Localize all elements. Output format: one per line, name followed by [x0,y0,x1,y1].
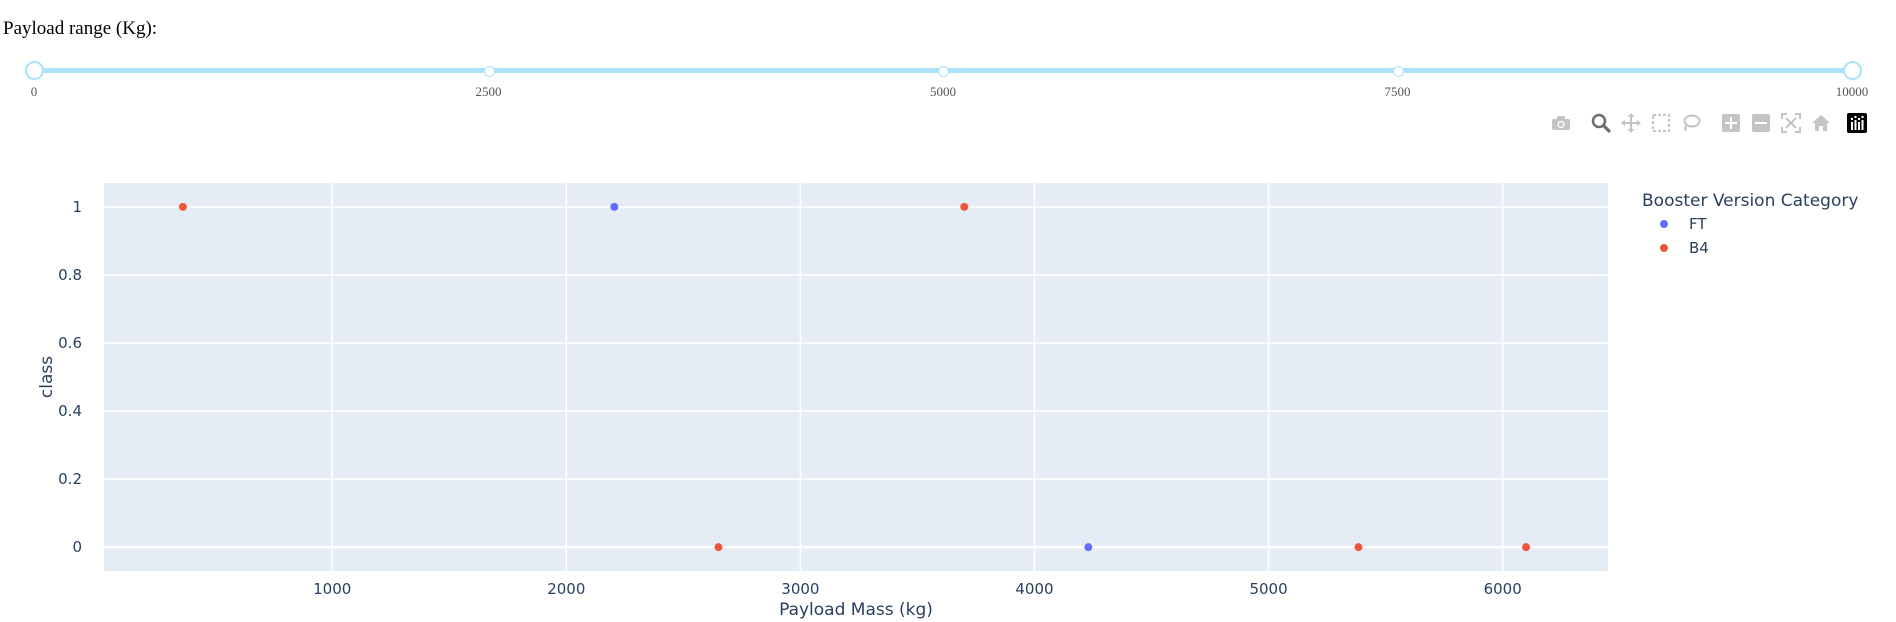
x-axis-ticks: 1000 2000 3000 4000 5000 6000 [313,580,1522,598]
x-tick-label: 6000 [1484,580,1522,598]
x-axis-title: Payload Mass (kg) [779,600,933,620]
y-tick-label: 0.2 [58,470,82,488]
slider-mark: 2500 [475,84,502,99]
data-point-b4[interactable] [178,202,187,211]
data-points [178,202,1531,552]
y-tick-label: 0 [72,538,82,556]
slider-dot [483,66,495,77]
pan-icon[interactable] [1620,112,1642,134]
x-tick-label: 2000 [547,580,585,598]
x-tick-label: 5000 [1249,580,1287,598]
zoom-icon[interactable] [1590,112,1612,134]
data-point-b4[interactable] [1354,543,1363,552]
slider-dot [938,66,949,77]
y-tick-label: 0.4 [58,402,82,420]
gridlines [104,183,1608,571]
data-point-ft[interactable] [1084,543,1093,552]
legend-marker-b4[interactable] [1660,244,1668,252]
y-tick-label: 0.8 [58,266,82,284]
legend: Booster Version Category FT B4 [1642,191,1858,257]
y-tick-label: 0.6 [58,334,82,352]
y-axis-ticks: 0 0.2 0.4 0.6 0.8 1 [58,198,82,556]
x-tick-label: 3000 [781,580,819,598]
slider-handle-max[interactable] [1843,61,1862,80]
y-tick-label: 1 [72,198,82,216]
zoom-in-icon[interactable] [1720,112,1742,134]
data-point-b4[interactable] [1522,543,1531,552]
camera-icon[interactable] [1550,112,1572,134]
reset-axes-icon[interactable] [1810,112,1832,134]
data-point-b4[interactable] [714,543,723,552]
slider-mark: 5000 [930,84,956,99]
plotly-logo-icon[interactable] [1846,112,1868,134]
data-point-ft[interactable] [610,202,619,211]
zoom-out-icon[interactable] [1750,112,1772,134]
plot-area[interactable] [104,183,1608,571]
autoscale-icon[interactable] [1780,112,1802,134]
slider-mark: 0 [30,84,38,99]
x-tick-label: 1000 [313,580,351,598]
data-point-b4[interactable] [960,202,969,211]
x-tick-label: 4000 [1015,580,1053,598]
slider-mark: 7500 [1384,84,1411,99]
y-axis-title: class [37,356,57,398]
modebar [1550,112,1890,134]
payload-range-label: Payload range (Kg): [3,18,158,39]
scatter-chart: 1000 2000 3000 4000 5000 6000 00.20.40.60.81 … [37,183,1858,620]
slider-mark: 10000 [1835,84,1869,99]
legend-label-ft[interactable]: FT [1689,215,1707,233]
legend-marker-ft[interactable] [1660,220,1668,228]
slider-handle-min[interactable] [25,61,44,80]
box-select-icon[interactable] [1650,112,1672,134]
lasso-select-icon[interactable] [1680,112,1702,134]
legend-label-b4[interactable]: B4 [1689,239,1709,257]
slider-dot [1392,66,1404,77]
payload-range-slider[interactable]: 0 2500 5000 7500 10000 [0,55,1896,110]
legend-title: Booster Version Category [1642,191,1858,211]
